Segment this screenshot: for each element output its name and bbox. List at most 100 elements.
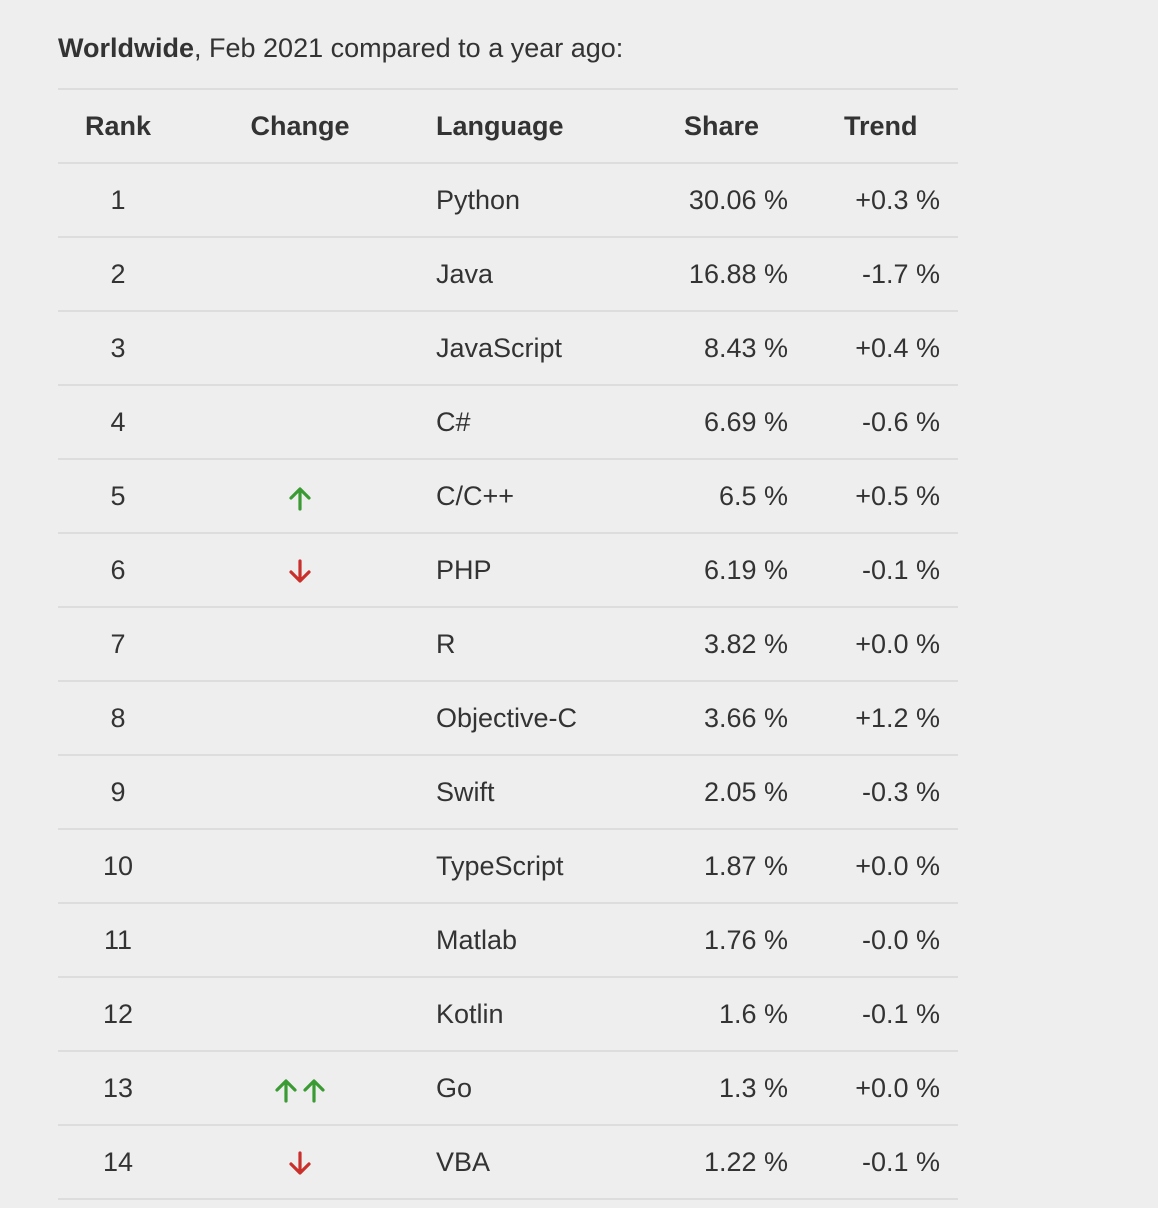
trend-cell: +0.4 % [855, 333, 940, 363]
table-row: 13 Go 1.3 % +0.0 % [58, 1052, 958, 1126]
table-row: 5 C/C++ 6.5 % +0.5 % [58, 460, 958, 534]
table-row: 4 C# 6.69 % -0.6 % [58, 386, 958, 460]
language-cell: Objective-C [436, 703, 578, 733]
change-cell [226, 1126, 374, 1198]
language-cell: JavaScript [436, 333, 563, 363]
rank-cell: 7 [110, 629, 126, 659]
rank-cell: 11 [103, 925, 133, 955]
change-cell [226, 904, 374, 976]
language-cell: Go [436, 1073, 473, 1103]
rank-cell: 10 [102, 851, 134, 881]
header-share: Share [684, 111, 760, 141]
language-cell: TypeScript [436, 851, 564, 881]
trend-cell: -0.1 % [861, 1147, 940, 1177]
rank-cell: 5 [110, 481, 126, 511]
rank-cell: 4 [110, 407, 126, 437]
share-cell: 2.05 % [703, 777, 788, 807]
table-caption: Worldwide, Feb 2021 compared to a year a… [58, 30, 623, 66]
change-cell [226, 830, 374, 902]
rank-cell: 12 [102, 999, 134, 1029]
table-row: 9 Swift 2.05 % -0.3 % [58, 756, 958, 830]
up-arrow-icon [300, 1076, 328, 1104]
change-cell [226, 1052, 374, 1124]
language-cell: Swift [436, 777, 495, 807]
trend-cell: -0.1 % [861, 999, 940, 1029]
header-trend: Trend [844, 111, 918, 141]
header-rank: Rank [84, 111, 152, 141]
change-cell [226, 238, 374, 310]
share-cell: 30.06 % [688, 185, 788, 215]
ranking-table: Rank Change Language Share Trend 1 Python… [58, 88, 958, 1200]
change-cell [226, 978, 374, 1050]
language-cell: C/C++ [436, 481, 515, 511]
share-cell: 6.69 % [703, 407, 788, 437]
trend-cell: -0.3 % [861, 777, 940, 807]
change-cell [226, 534, 374, 606]
trend-cell: +0.0 % [855, 851, 940, 881]
language-cell: Matlab [436, 925, 518, 955]
table-row: 2 Java 16.88 % -1.7 % [58, 238, 958, 312]
header-change: Change [250, 111, 350, 141]
table-row: 6 PHP 6.19 % -0.1 % [58, 534, 958, 608]
table-header-row: Rank Change Language Share Trend [58, 90, 958, 164]
trend-cell: +1.2 % [855, 703, 940, 733]
down-arrow-icon [286, 558, 314, 586]
trend-cell: -0.6 % [861, 407, 940, 437]
header-language: Language [436, 111, 564, 141]
up-arrow-icon [286, 484, 314, 512]
language-cell: PHP [436, 555, 492, 585]
language-cell: Java [436, 259, 494, 289]
share-cell: 1.22 % [703, 1147, 788, 1177]
share-cell: 3.82 % [703, 629, 788, 659]
trend-cell: +0.3 % [855, 185, 940, 215]
caption-region: Worldwide [58, 33, 195, 63]
table-row: 1 Python 30.06 % +0.3 % [58, 164, 958, 238]
change-cell [226, 386, 374, 458]
trend-cell: +0.0 % [855, 1073, 940, 1103]
table-row: 3 JavaScript 8.43 % +0.4 % [58, 312, 958, 386]
language-cell: Kotlin [436, 999, 504, 1029]
rank-cell: 6 [110, 555, 126, 585]
trend-cell: -0.1 % [861, 555, 940, 585]
rank-cell: 8 [110, 703, 126, 733]
rank-cell: 3 [110, 333, 126, 363]
up-arrow-icon [272, 1076, 300, 1104]
share-cell: 1.76 % [703, 925, 788, 955]
share-cell: 1.6 % [718, 999, 788, 1029]
rank-cell: 2 [110, 259, 126, 289]
share-cell: 16.88 % [688, 259, 788, 289]
change-cell [226, 460, 374, 532]
language-cell: C# [436, 407, 471, 437]
change-cell [226, 312, 374, 384]
change-cell [226, 682, 374, 754]
language-cell: Python [436, 185, 521, 215]
table-row: 11 Matlab 1.76 % -0.0 % [58, 904, 958, 978]
table-body: 1 Python 30.06 % +0.3 % 2 Java 16.88 % -1.7 % 3 J… [58, 164, 958, 1200]
table-row: 7 R 3.82 % +0.0 % [58, 608, 958, 682]
share-cell: 6.19 % [703, 555, 788, 585]
trend-cell: -0.0 % [861, 925, 940, 955]
change-cell [226, 608, 374, 680]
share-cell: 8.43 % [703, 333, 788, 363]
share-cell: 1.3 % [718, 1073, 788, 1103]
trend-cell: -1.7 % [861, 259, 940, 289]
share-cell: 3.66 % [703, 703, 788, 733]
table-row: 14 VBA 1.22 % -0.1 % [58, 1126, 958, 1200]
rank-cell: 1 [110, 185, 126, 215]
caption-text: , Feb 2021 compared to a year ago: [194, 33, 624, 63]
share-cell: 1.87 % [703, 851, 788, 881]
language-cell: R [436, 629, 456, 659]
table-row: 10 TypeScript 1.87 % +0.0 % [58, 830, 958, 904]
language-cell: VBA [436, 1147, 491, 1177]
trend-cell: +0.5 % [855, 481, 940, 511]
table-row: 12 Kotlin 1.6 % -0.1 % [58, 978, 958, 1052]
rank-cell: 13 [102, 1073, 134, 1103]
change-cell [226, 756, 374, 828]
change-cell [226, 164, 374, 236]
rank-cell: 9 [110, 777, 126, 807]
rank-cell: 14 [102, 1147, 134, 1177]
trend-cell: +0.0 % [855, 629, 940, 659]
down-arrow-icon [286, 1150, 314, 1178]
share-cell: 6.5 % [718, 481, 788, 511]
table-row: 8 Objective-C 3.66 % +1.2 % [58, 682, 958, 756]
